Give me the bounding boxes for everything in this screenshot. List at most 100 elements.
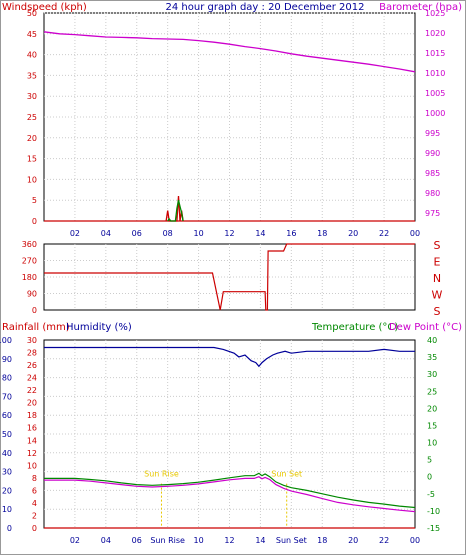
rainfall-tick-label: 24 [27, 374, 37, 383]
wind-x-tick-label: 14 [255, 229, 265, 238]
sun-event-label: Sun Set [271, 470, 302, 479]
temperature-axis-label: Temperature (°C) [311, 322, 398, 333]
barometer-axis-label: Barometer (hpa) [379, 2, 462, 13]
windspeed-tick-label: 15 [27, 155, 37, 164]
temperature-tick-label: 40 [427, 336, 437, 345]
barometer-tick-label: 990 [425, 149, 440, 158]
humidity-tick-label: 90 [2, 355, 12, 364]
rainfall-tick-label: 18 [27, 411, 37, 420]
rainfall-tick-label: 2 [32, 511, 37, 520]
rainfall-axis-label: Rainfall (mm) [2, 322, 70, 333]
temperature-tick-label: 10 [427, 439, 437, 448]
weather-x-tick-label: 14 [255, 536, 265, 545]
wind-x-tick-label: 18 [317, 229, 327, 238]
weather-x-tick-label: 02 [70, 536, 80, 545]
humidity-tick-label: 30 [2, 468, 12, 477]
windspeed-tick-label: 20 [27, 134, 37, 143]
temperature-tick-label: -10 [427, 507, 440, 516]
humidity-tick-label: 10 [2, 505, 12, 514]
windspeed-tick-label: 25 [27, 113, 37, 122]
barometer-hpa--series-line [43, 31, 416, 73]
rainfall-tick-label: 10 [27, 461, 37, 470]
wind-x-tick-label: 04 [101, 229, 111, 238]
wind-x-tick-label: 16 [286, 229, 296, 238]
humidity-tick-label: 20 [2, 486, 12, 495]
weather-x-tick-label: Sun Set [276, 536, 307, 545]
windspeed-tick-label: 30 [27, 92, 37, 101]
direction-degree-tick-label: 180 [22, 273, 37, 282]
wind-x-tick-label: 06 [132, 229, 142, 238]
rainfall-tick-label: 28 [27, 349, 37, 358]
rainfall-tick-label: 22 [27, 386, 37, 395]
windspeed-tick-label: 35 [27, 71, 37, 80]
wind-x-tick-label: 12 [224, 229, 234, 238]
compass-point-label: S [434, 239, 441, 252]
temperature-tick-label: -5 [427, 490, 435, 499]
windspeed-tick-label: 40 [27, 51, 37, 60]
barometer-tick-label: 975 [425, 209, 440, 218]
temperature-tick-label: 30 [427, 370, 437, 379]
rainfall-tick-label: 26 [27, 361, 37, 370]
compass-point-label: W [432, 289, 443, 302]
direction-degree-tick-label: 0 [32, 306, 37, 315]
temperature-tick-label: 25 [427, 387, 437, 396]
windspeed-tick-label: 50 [27, 9, 37, 18]
temperature-tick-label: 20 [427, 404, 437, 413]
wind-direction-series-line [44, 243, 415, 311]
direction-degree-tick-label: 360 [22, 240, 37, 249]
compass-point-label: N [433, 272, 441, 285]
barometer-tick-label: 980 [425, 189, 440, 198]
barometer-tick-label: 1005 [425, 89, 445, 98]
temperature-tick-label: 35 [427, 353, 437, 362]
weather-x-tick-label: 00 [410, 536, 420, 545]
barometer-tick-label: 1025 [425, 9, 445, 18]
barometer-tick-label: 1020 [425, 29, 445, 38]
rainfall-tick-label: 12 [27, 449, 37, 458]
humidity-tick-label: 70 [2, 392, 12, 401]
barometer-tick-label: 1015 [425, 49, 445, 58]
chart-title: 24 hour graph day : 20 December 2012 [166, 2, 365, 13]
humidity--series-line [44, 346, 415, 368]
barometer-tick-label: 995 [425, 129, 440, 138]
rainfall-tick-label: 14 [27, 436, 37, 445]
wind-x-tick-label: 00 [410, 229, 420, 238]
direction-degree-tick-label: 90 [27, 290, 37, 299]
temperature-c--series-line [44, 472, 416, 509]
direction-degree-tick-label: 270 [22, 257, 37, 266]
humidity-tick-label: 0 [7, 524, 12, 533]
windspeed-tick-label: 10 [27, 175, 37, 184]
windspeed-tick-label: 5 [32, 196, 37, 205]
humidity-tick-label: 40 [2, 449, 12, 458]
temperature-tick-label: 0 [427, 473, 432, 482]
rainfall-tick-label: 16 [27, 424, 37, 433]
wind-average-series-line [167, 200, 184, 222]
weather-x-tick-label: 18 [317, 536, 327, 545]
dewpoint-axis-label: Dew Point (°C) [389, 322, 462, 333]
rainfall-tick-label: 6 [32, 486, 37, 495]
wind-x-tick-label: 20 [348, 229, 358, 238]
windspeed-tick-label: 0 [32, 217, 37, 226]
weather-x-tick-label: Sun Rise [150, 536, 185, 545]
wind-x-tick-label: 22 [379, 229, 389, 238]
wind-x-tick-label: 08 [163, 229, 173, 238]
humidity-tick-label: 60 [2, 411, 12, 420]
wind-x-tick-label: 10 [193, 229, 203, 238]
weather-x-tick-label: 22 [379, 536, 389, 545]
barometer-tick-label: 1000 [425, 109, 445, 118]
weather-x-tick-label: 20 [348, 536, 358, 545]
weather-x-tick-label: 12 [224, 536, 234, 545]
barometer-tick-label: 985 [425, 169, 440, 178]
compass-point-label: E [434, 256, 441, 269]
rainfall-tick-label: 0 [32, 524, 37, 533]
weather-x-tick-label: 06 [132, 536, 142, 545]
rainfall-tick-label: 8 [32, 474, 37, 483]
windspeed-axis-label: Windspeed (kph) [2, 2, 87, 13]
wind-x-tick-label: 02 [70, 229, 80, 238]
humidity-tick-label: 100 [0, 336, 12, 345]
dew-point-c--series-line [44, 476, 416, 513]
rainfall-tick-label: 30 [27, 336, 37, 345]
weather-x-tick-label: 10 [193, 536, 203, 545]
temperature-tick-label: -15 [427, 524, 440, 533]
